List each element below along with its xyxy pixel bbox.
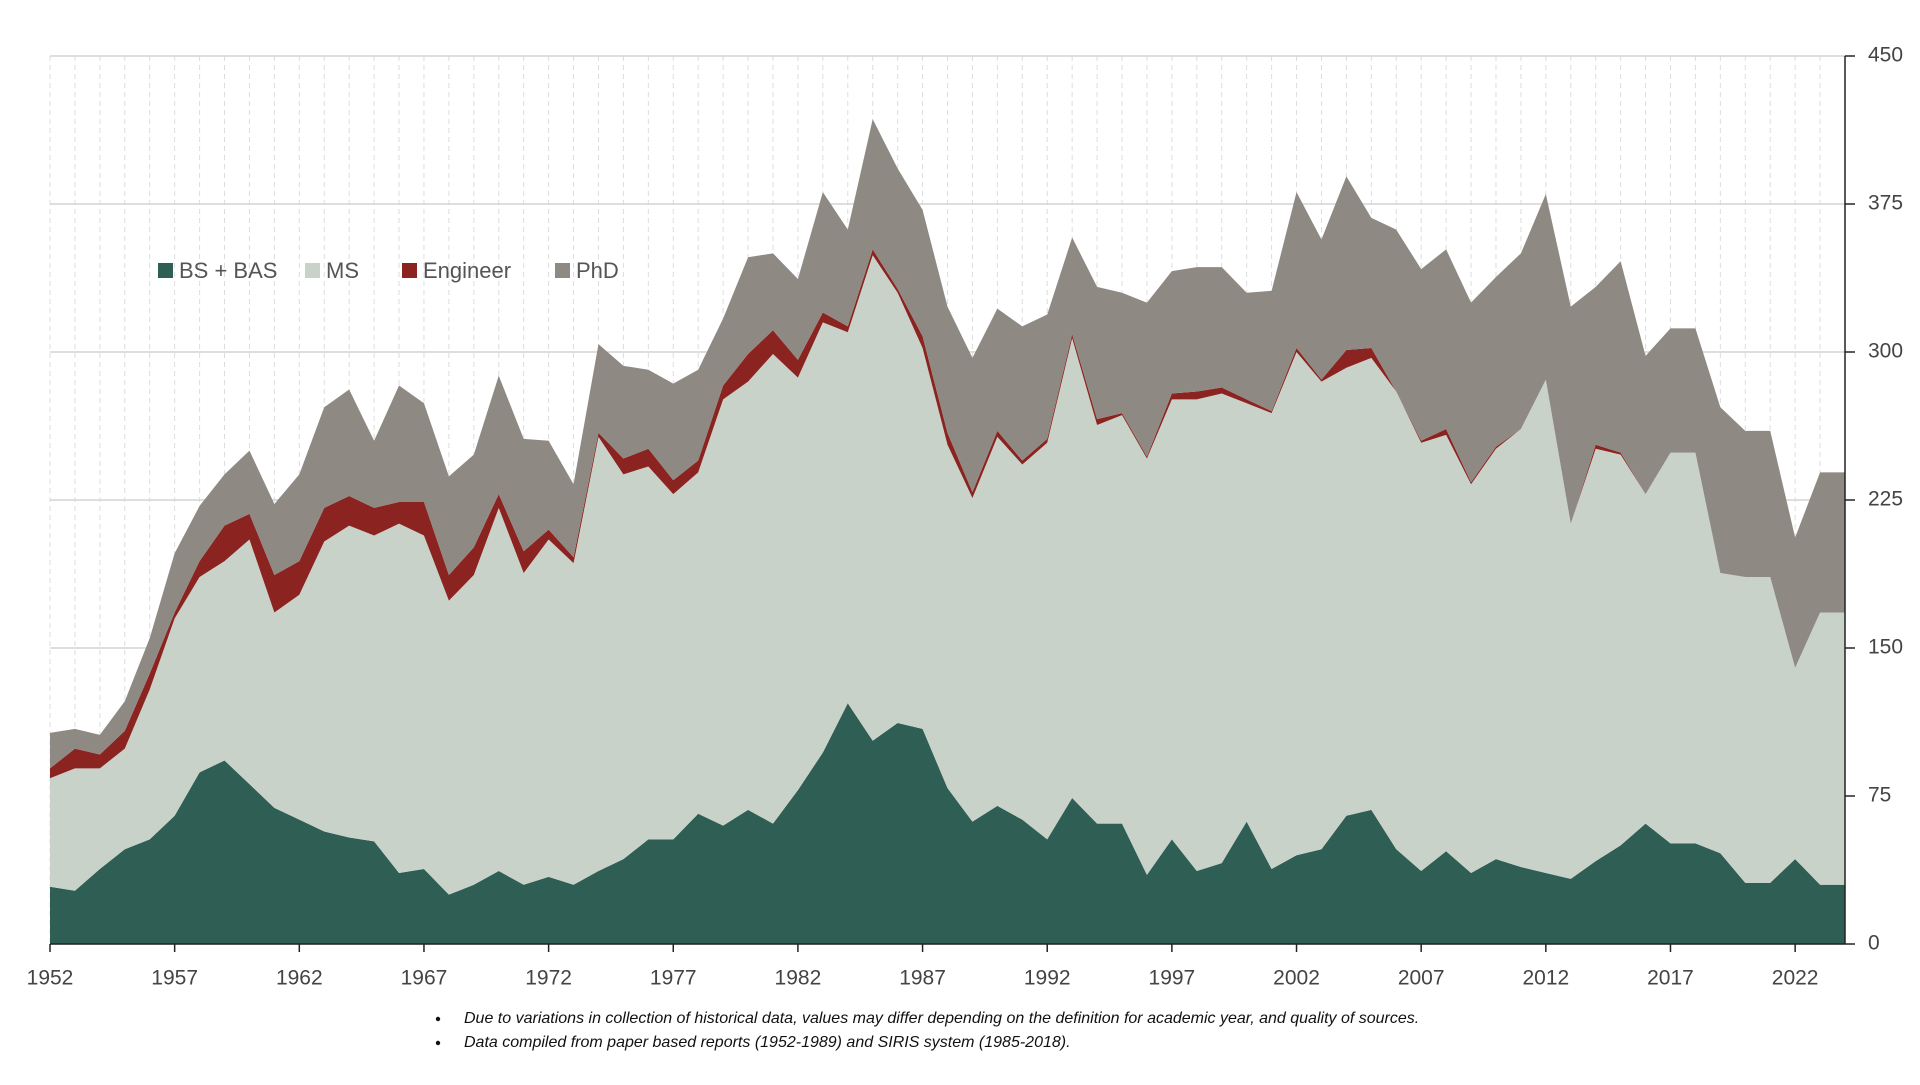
x-tick-label: 1972 xyxy=(525,967,572,990)
y-tick-label: 375 xyxy=(1868,192,1903,215)
axes: 0 75 150 225 300 375 450 1952 1957 1962 1967 1972 19… xyxy=(27,44,1903,990)
x-tick-label: 1957 xyxy=(151,967,198,990)
x-tick-label: 2022 xyxy=(1772,967,1819,990)
note-bullet xyxy=(435,1040,441,1046)
area xyxy=(50,119,1845,769)
area xyxy=(50,249,1845,779)
area xyxy=(50,703,1845,944)
x-tick-label: 1977 xyxy=(650,967,697,990)
x-tick-label: 1982 xyxy=(775,967,822,990)
x-tick-label: 2007 xyxy=(1398,967,1445,990)
x-tick-label: 1992 xyxy=(1024,967,1071,990)
x-tick-label: 2012 xyxy=(1522,967,1569,990)
notes: Due to variations in collection of histo… xyxy=(435,1010,1419,1051)
legend-label: MS xyxy=(326,258,359,283)
y-tick-label: 450 xyxy=(1868,44,1903,67)
footnote: Due to variations in collection of histo… xyxy=(464,1010,1419,1027)
note-bullet xyxy=(435,1016,441,1022)
legend-swatch xyxy=(158,263,173,278)
x-tick-label: 1997 xyxy=(1149,967,1196,990)
legend-swatch xyxy=(555,263,570,278)
legend-label: Engineer xyxy=(423,258,511,283)
x-tick-label: 1967 xyxy=(401,967,448,990)
legend-swatch xyxy=(305,263,320,278)
footnote: Data compiled from paper based reports (… xyxy=(464,1034,1071,1051)
areas xyxy=(50,119,1845,944)
legend-label: PhD xyxy=(576,258,619,283)
y-tick-label: 225 xyxy=(1868,488,1903,511)
legend-swatch xyxy=(402,263,417,278)
x-tick-label: 1987 xyxy=(899,967,946,990)
y-tick-label: 0 xyxy=(1868,932,1880,955)
x-tick-label: 1952 xyxy=(27,967,74,990)
x-tick-label: 2002 xyxy=(1273,967,1320,990)
y-tick-label: 150 xyxy=(1868,636,1903,659)
legend: BS + BAS MS Engineer PhD xyxy=(158,258,619,283)
y-tick-label: 75 xyxy=(1868,784,1891,807)
legend-label: BS + BAS xyxy=(179,258,277,283)
x-tick-label: 1962 xyxy=(276,967,323,990)
area xyxy=(50,255,1845,895)
y-tick-label: 300 xyxy=(1868,340,1903,363)
x-tick-label: 2017 xyxy=(1647,967,1694,990)
